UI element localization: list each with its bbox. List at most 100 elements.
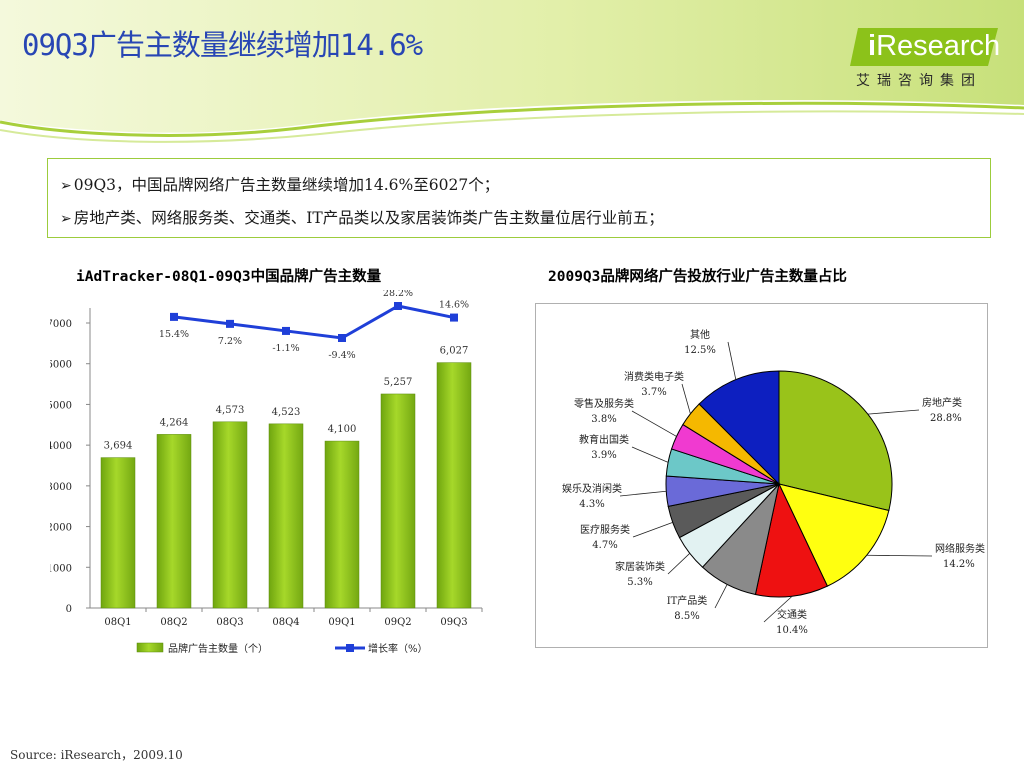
pie-slice [698,370,780,486]
logo-i: i [868,30,877,62]
pie-slice-value: 4.3% [579,499,604,510]
pie-slice-value: 8.5% [674,611,699,622]
summary-box: ➢ 09Q3，中国品牌网络广告主数量继续增加14.6%至6027个； ➢ 房地产类、… [47,158,991,238]
pie-leader-line [763,595,793,623]
growth-value-label: 7.2% [218,336,242,347]
bar-value-label: 5,257 [384,377,413,388]
pie-leader-line [727,341,737,380]
pie-chart-title: 2009Q3品牌网络广告投放行业广告主数量占比 [548,269,847,285]
pie-slice-value: 5.3% [627,577,652,588]
page-title: 09Q3广告主数量继续增加14.6% [22,28,423,62]
pie-slice-label: 交通类 [777,608,807,621]
summary-text-2: 房地产类、网络服务类、交通类、IT产品类以及家居装饰类广告主数量位居行业前五； [73,209,664,227]
bullet-arrow-icon: ➢ [60,178,72,194]
x-tick-label: 09Q3 [440,617,467,628]
y-tick-label: 7000 [50,319,72,330]
pie-slice-value: 4.7% [592,540,617,551]
summary-text-1: 09Q3，中国品牌网络广告主数量继续增加14.6%至6027个； [73,176,500,194]
source-note: Source: iResearch，2009.10 [10,748,183,762]
y-tick-label: 4000 [50,441,72,452]
growth-point [226,319,234,328]
pie-slice-label: 消费类电子类 [624,370,684,383]
bar-value-label: 6,027 [440,346,469,357]
x-tick-label: 08Q3 [216,617,243,628]
growth-point [450,313,458,322]
pie-slice-label: IT产品类 [667,594,708,607]
growth-value-label: 28.2% [383,290,413,299]
pie-leader-line [631,446,669,463]
growth-value-label: -9.4% [328,350,355,361]
logo-subtitle: 艾瑞咨询集团 [856,73,982,89]
x-tick-label: 08Q4 [272,617,299,628]
bar [212,421,248,609]
growth-value-label: 15.4% [159,329,189,340]
pie-slice-label: 教育出国类 [579,433,629,446]
pie-leader-line [632,522,673,538]
growth-line [173,304,455,340]
growth-value-label: 14.6% [439,300,469,311]
x-tick-label: 09Q2 [384,617,411,628]
pie-slice-label: 其他 [690,328,710,341]
pie-chart: 房地产类 28.8% 网络服务类 14.2% 交通类 10.4% IT产品类 8.5% 家居装饰… [562,328,985,636]
pie-slice-value: 10.4% [776,625,808,636]
growth-value-label: -1.1% [272,343,299,354]
legend-bar-swatch [136,642,164,653]
pie-slice-value: 3.7% [641,387,666,398]
bar [380,393,416,609]
x-tick-label: 09Q1 [328,617,355,628]
pie-leader-line [631,410,677,437]
pie-slice-value: 14.2% [943,559,975,570]
bar [156,434,192,609]
pie-leader-line [681,383,691,414]
bar-value-label: 3,694 [104,441,133,452]
pie-slice-label: 娱乐及消闲类 [562,482,622,495]
pie-leader-line [667,553,691,575]
x-tick-label: 08Q1 [104,617,131,628]
y-tick-label: 0 [66,604,72,615]
bar-value-label: 4,100 [328,424,357,435]
bullet-arrow-icon: ➢ [60,211,72,227]
pie-chart-frame: 房地产类 28.8% 网络服务类 14.2% 交通类 10.4% IT产品类 8.5% 家居装饰… [535,303,988,648]
legend-line-marker [346,644,354,652]
growth-point [338,334,346,342]
growth-point [170,312,178,321]
pie-slice-value: 3.8% [591,414,616,425]
logo: iResearch [868,30,1000,63]
summary-bullet-2: ➢ 房地产类、网络服务类、交通类、IT产品类以及家居装饰类广告主数量位居行业前五； [60,206,664,228]
y-tick-label: 3000 [50,482,72,493]
pie-slice-value: 28.8% [930,413,962,424]
pie-slice-value: 3.9% [591,450,616,461]
header-background [0,0,1024,143]
bar [436,362,472,609]
growth-point [394,302,402,310]
y-tick-label: 2000 [50,523,72,534]
pie-slice-value: 12.5% [684,345,716,356]
bar-value-label: 4,264 [160,417,189,428]
x-tick-label: 08Q2 [160,617,187,628]
pie-leader-line [619,490,667,497]
logo-word: Research [876,30,1001,62]
pie-slice-label: 家居装饰类 [615,560,665,573]
pie-leader-line [714,584,728,609]
y-tick-label: 5000 [50,400,72,411]
growth-point [282,326,290,335]
pie-leader-line [867,409,920,415]
pie-slice-label: 医疗服务类 [580,523,630,536]
bar [324,440,360,609]
bar [100,457,136,609]
pie-leader-line [866,554,933,557]
bar-value-label: 4,573 [216,405,245,416]
pie-slice-label: 网络服务类 [935,542,985,555]
bar-chart-title: iAdTracker-08Q1-09Q3中国品牌广告主数量 [76,269,382,285]
summary-bullet-1: ➢ 09Q3，中国品牌网络广告主数量继续增加14.6%至6027个； [60,173,499,195]
y-tick-label: 6000 [50,360,72,371]
legend-line-label: 增长率（%） [368,642,428,655]
pie-slice-label: 房地产类 [922,396,962,409]
legend-bar-label: 品牌广告主数量（个） [168,642,268,655]
pie-slice-label: 零售及服务类 [574,397,634,410]
bar [268,423,304,609]
logo-badge [850,28,998,66]
bar-value-label: 4,523 [272,407,301,418]
